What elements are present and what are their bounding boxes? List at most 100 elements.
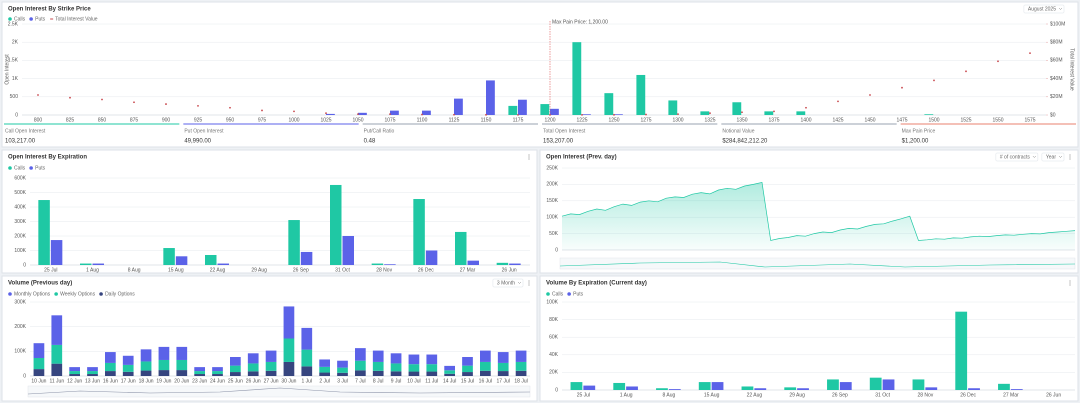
bar-segment	[140, 370, 152, 376]
bar	[668, 100, 678, 115]
area	[562, 182, 1075, 250]
bar-segment	[444, 370, 455, 374]
menu-icon[interactable]	[528, 280, 530, 282]
bar	[711, 382, 724, 390]
legend-marker	[546, 292, 550, 296]
bar	[422, 110, 431, 115]
dot	[901, 86, 903, 89]
bar	[968, 388, 980, 390]
dropdown[interactable]: 3 Month	[497, 280, 515, 286]
dropdown[interactable]: Year	[1046, 154, 1056, 160]
x-tick-label: 7 Jul	[355, 378, 366, 384]
bar	[1010, 389, 1023, 390]
legend-label[interactable]: Daily Options	[105, 291, 135, 297]
x-tick-label: 23 Jun	[192, 378, 207, 384]
menu-icon[interactable]	[1069, 154, 1071, 156]
legend-marker	[8, 17, 12, 21]
bar	[998, 383, 1010, 390]
x-tick-label: 29 Aug	[789, 392, 805, 398]
bar	[50, 240, 63, 265]
legend-label[interactable]: Calls	[552, 291, 564, 297]
panel-title: Volume (Previous day)	[8, 281, 72, 287]
navigator[interactable]	[27, 385, 531, 398]
bar	[163, 248, 175, 265]
legend-label[interactable]: Puts	[573, 291, 584, 297]
dot	[965, 70, 967, 73]
bar-segment	[122, 371, 134, 376]
dot	[421, 113, 423, 116]
dot	[677, 113, 679, 115]
menu-icon[interactable]	[1069, 280, 1071, 282]
menu-icon[interactable]	[1069, 284, 1071, 286]
legend-marker	[50, 18, 54, 20]
line	[561, 181, 1076, 241]
dropdown-caret	[517, 281, 522, 284]
x-tick-label: 1025	[320, 117, 331, 123]
x-tick-label: 1500	[928, 117, 939, 123]
panel	[1, 149, 538, 274]
bar-segment	[140, 361, 152, 371]
bar	[754, 388, 767, 390]
y-tick-label: 200K	[546, 182, 558, 188]
menu-icon[interactable]	[528, 158, 530, 160]
x-tick-label: 16 Jul	[479, 378, 492, 384]
x-tick-label: 975	[258, 117, 267, 123]
bar-segment	[265, 350, 277, 362]
legend-label[interactable]: Weekly Options	[60, 291, 95, 297]
y-tick-label: 100K	[546, 215, 558, 221]
legend-marker	[29, 166, 33, 170]
bar-segment	[212, 371, 223, 375]
x-tick-label: 30 Jun	[281, 378, 296, 384]
menu-icon[interactable]	[1069, 282, 1071, 284]
bar	[796, 111, 806, 115]
bar-segment	[105, 371, 116, 376]
bar-segment	[426, 371, 438, 376]
x-tick-label: 15 Aug	[168, 267, 184, 273]
bar	[330, 184, 342, 265]
x-tick-label: 25 Jul	[577, 392, 590, 398]
bar-segment	[497, 352, 509, 363]
bar-segment	[515, 361, 527, 371]
menu-icon[interactable]	[528, 156, 530, 158]
legend-label[interactable]: Calls	[14, 165, 26, 171]
bar	[614, 114, 623, 115]
dot	[293, 110, 295, 113]
x-tick-label: 18 Jun	[139, 378, 154, 384]
x-tick-label: 27 Mar	[460, 267, 476, 273]
x-tick-label: 26 Jun	[246, 378, 261, 384]
dot	[933, 79, 935, 82]
x-tick-label: 26 Sep	[293, 267, 309, 273]
x-tick-label: 1300	[672, 117, 683, 123]
navigator[interactable]	[559, 257, 1076, 270]
bar-segment	[408, 371, 420, 376]
bar	[342, 236, 354, 265]
bar-segment	[230, 357, 241, 366]
x-tick-label: 1100	[417, 117, 428, 123]
legend-label[interactable]: Total Interest Value	[55, 16, 98, 22]
bar-segment	[33, 357, 45, 370]
y-tick-label: 0	[23, 373, 26, 379]
legend-label[interactable]: Puts	[35, 165, 46, 171]
dropdown[interactable]: August 2025	[1028, 6, 1056, 12]
x-tick-label: 1225	[576, 117, 587, 123]
legend-label[interactable]: Calls	[14, 16, 26, 22]
dot	[805, 106, 807, 109]
y-tick-label: 300K	[14, 219, 26, 225]
legend-label[interactable]: Puts	[35, 16, 46, 22]
dropdown[interactable]: # of contracts	[1000, 154, 1031, 160]
bar-segment	[480, 350, 491, 362]
bar-segment	[462, 372, 473, 376]
menu-icon[interactable]	[528, 154, 530, 156]
bar-segment	[497, 371, 509, 376]
bar	[839, 382, 852, 390]
legend-label[interactable]: Monthly Options	[14, 291, 51, 297]
bar	[955, 311, 968, 390]
menu-icon[interactable]	[1069, 158, 1071, 160]
dot	[837, 100, 839, 103]
x-tick-label: 1250	[608, 117, 619, 123]
y2-tick-label: $80M	[1050, 40, 1063, 46]
x-tick-label: 26 Dec	[418, 267, 434, 273]
menu-icon[interactable]	[528, 284, 530, 286]
menu-icon[interactable]	[1069, 156, 1071, 158]
menu-icon[interactable]	[528, 282, 530, 284]
